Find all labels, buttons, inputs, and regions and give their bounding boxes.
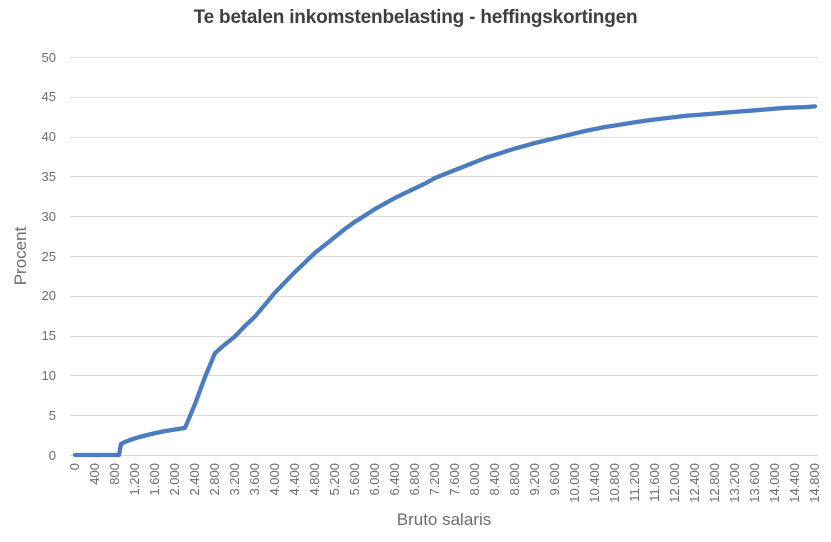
y-axis-title: Procent	[11, 226, 30, 286]
y-tick-label: 30	[41, 208, 56, 224]
x-tick-label: 10.000	[567, 463, 582, 503]
line-series	[72, 104, 818, 458]
x-tick-label: 3.600	[247, 463, 262, 496]
x-tick-label: 12.800	[707, 463, 722, 503]
x-tick-label: 14.400	[787, 463, 802, 503]
x-tick-label: 8.400	[487, 463, 502, 496]
x-tick-label: 4.000	[267, 463, 282, 496]
x-tick-label: 11.600	[647, 463, 662, 502]
x-tick-label: 14.000	[767, 463, 782, 503]
x-tick-label: 1.600	[147, 463, 162, 496]
y-tick-label: 40	[41, 129, 56, 145]
x-tick-label: 2.000	[167, 463, 182, 496]
x-tick-label: 3.200	[227, 463, 242, 496]
x-tick-label: 6.000	[367, 463, 382, 496]
x-tick-label: 6.800	[407, 463, 422, 496]
y-tick-label: 10	[41, 367, 56, 383]
y-tick-label: 50	[41, 49, 56, 65]
y-tick-label: 5	[48, 407, 56, 423]
x-tick-label: 14.800	[807, 463, 822, 503]
x-tick-label: 12.000	[667, 463, 682, 503]
x-tick-label: 10.800	[607, 463, 622, 503]
x-tick-label: 400	[87, 463, 102, 485]
x-tick-label: 2.800	[207, 463, 222, 496]
x-tick-label: 5.200	[327, 463, 342, 496]
x-tick-label: 4.800	[307, 463, 322, 496]
x-tick-label: 7.600	[447, 463, 462, 496]
x-tick-label: 1.200	[127, 463, 142, 496]
x-tick-label: 13.200	[727, 463, 742, 503]
x-tick-label: 6.400	[387, 463, 402, 496]
y-tick-label: 35	[41, 168, 56, 184]
chart-title: Te betalen inkomstenbelasting - heffings…	[193, 7, 638, 28]
x-tick-label: 2.400	[187, 463, 202, 496]
x-tick-label: 9.600	[547, 463, 562, 496]
y-tick-label: 0	[48, 447, 56, 463]
x-tick-label: 8.000	[467, 463, 482, 496]
x-tick-label: 4.400	[287, 463, 302, 496]
x-tick-label: 10.400	[587, 463, 602, 503]
x-axis-title: Bruto salaris	[396, 510, 492, 529]
x-tick-label: 5.600	[347, 463, 362, 496]
x-tick-label: 12.400	[687, 463, 702, 503]
y-tick-label: 20	[41, 288, 56, 304]
x-tick-label: 0	[67, 463, 82, 471]
x-tick-label: 9.200	[527, 463, 542, 496]
y-tick-label: 45	[41, 89, 56, 105]
x-tick-label: 7.200	[427, 463, 442, 496]
x-tick-label: 800	[107, 463, 122, 485]
x-tick-label: 11.200	[627, 463, 642, 502]
x-tick-label: 13.600	[747, 463, 762, 503]
x-tick-label: 8.800	[507, 463, 522, 496]
y-tick-label: 15	[41, 328, 56, 344]
y-tick-label: 25	[41, 248, 56, 264]
